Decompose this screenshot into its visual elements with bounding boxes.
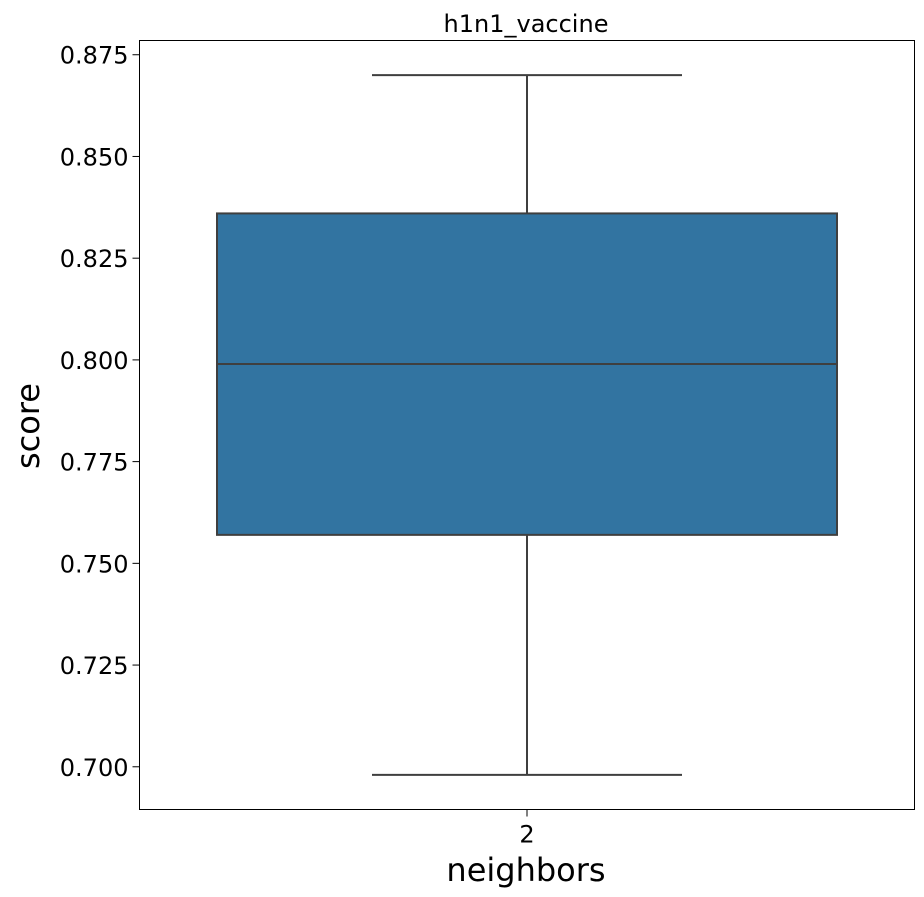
- box-series: [216, 74, 838, 776]
- y-tick-label: 0.875: [60, 42, 129, 70]
- y-tick-label: 0.850: [60, 143, 129, 171]
- y-tick-label: 0.725: [60, 652, 129, 680]
- chart-title: h1n1_vaccine: [444, 10, 609, 38]
- y-tick-label: 0.825: [60, 245, 129, 273]
- x-axis-ticks: 2: [519, 809, 535, 849]
- y-tick-label: 0.800: [60, 347, 129, 375]
- x-axis-label: neighbors: [446, 851, 605, 889]
- x-tick-label: 2: [519, 821, 534, 849]
- y-tick-label: 0.700: [60, 754, 129, 782]
- plot-area-frame: [139, 40, 915, 810]
- y-tick-label: 0.775: [60, 449, 129, 477]
- y-axis-ticks: 0.700 0.725 0.750 0.775 0.800 0.825 0.850 0.875: [60, 42, 140, 782]
- y-tick-label: 0.750: [60, 550, 129, 578]
- interquartile-box: [216, 212, 838, 536]
- y-axis-label: score: [9, 383, 47, 469]
